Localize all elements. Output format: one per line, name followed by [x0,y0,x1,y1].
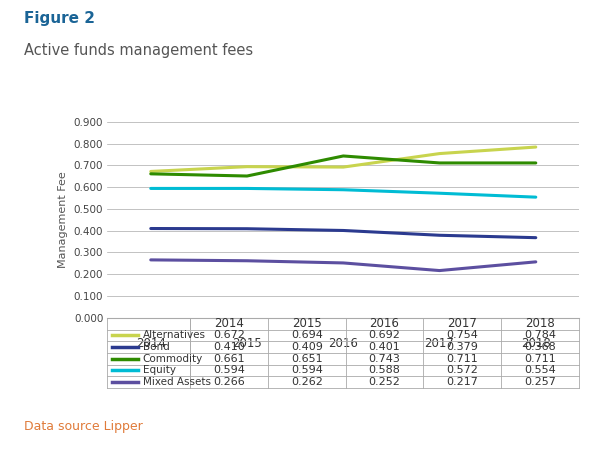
Text: 0.692: 0.692 [368,330,401,341]
Y-axis label: Management Fee: Management Fee [59,171,68,268]
Text: 0.410: 0.410 [213,342,245,352]
Text: 0.409: 0.409 [291,342,322,352]
Text: 0.594: 0.594 [213,365,245,375]
Text: 2017: 2017 [447,317,477,330]
Text: 2014: 2014 [214,317,244,330]
Text: 0.368: 0.368 [524,342,556,352]
Text: 2015: 2015 [292,317,322,330]
Text: Mixed Assets: Mixed Assets [143,377,211,387]
Text: 2016: 2016 [328,337,358,350]
Text: Data source Lipper: Data source Lipper [24,420,143,433]
Text: Figure 2: Figure 2 [24,11,95,26]
Text: Alternatives: Alternatives [143,330,206,341]
Text: Equity: Equity [143,365,176,375]
Text: 0.711: 0.711 [447,354,478,364]
Text: 0.379: 0.379 [447,342,478,352]
Text: 0.401: 0.401 [369,342,401,352]
Text: 0.661: 0.661 [213,354,245,364]
Text: 0.594: 0.594 [291,365,322,375]
Text: 0.784: 0.784 [524,330,556,341]
Text: 0.554: 0.554 [524,365,556,375]
Text: 0.257: 0.257 [524,377,556,387]
Text: 0.754: 0.754 [447,330,478,341]
Text: 0.711: 0.711 [524,354,556,364]
Text: 0.588: 0.588 [368,365,401,375]
Text: 2016: 2016 [370,317,399,330]
Text: 0.743: 0.743 [368,354,401,364]
Text: 2015: 2015 [232,337,262,350]
Text: 0.266: 0.266 [213,377,245,387]
Text: 0.694: 0.694 [291,330,322,341]
Text: 2018: 2018 [521,337,550,350]
Text: 0.262: 0.262 [291,377,322,387]
Text: 2014: 2014 [136,337,166,350]
Text: 2017: 2017 [424,337,454,350]
Text: 0.217: 0.217 [447,377,478,387]
Text: Active funds management fees: Active funds management fees [24,43,253,58]
Text: 0.651: 0.651 [291,354,322,364]
Text: 0.572: 0.572 [447,365,478,375]
Text: 0.252: 0.252 [368,377,401,387]
Text: Commodity: Commodity [143,354,203,364]
Text: 0.672: 0.672 [213,330,245,341]
Text: 2018: 2018 [525,317,555,330]
Text: Bond: Bond [143,342,170,352]
